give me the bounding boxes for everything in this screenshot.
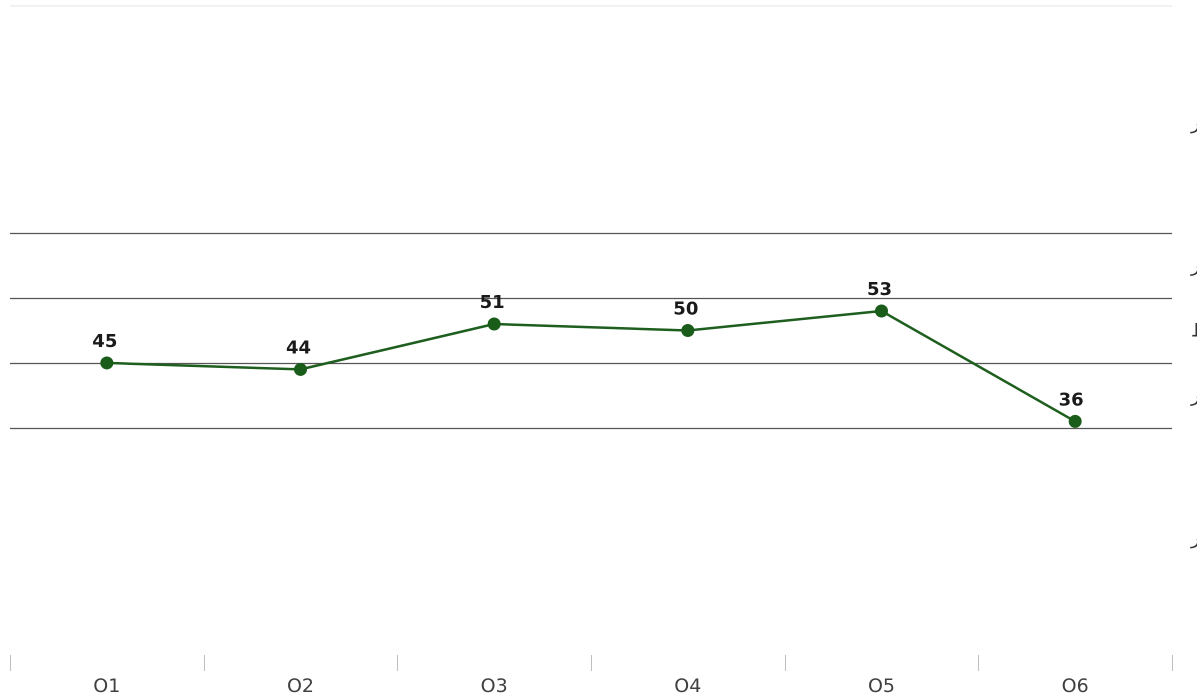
data-point-o4 <box>681 324 695 337</box>
data-label-o4: 50 <box>673 299 698 320</box>
data-label-o5: 53 <box>867 279 892 300</box>
data-labels: 45 44 51 50 53 36 <box>92 279 1083 410</box>
data-label-o3: 51 <box>480 292 505 313</box>
series-line-group <box>100 304 1082 428</box>
band-label-5: خیلی انعطاف ناپذیر <box>1190 528 1197 549</box>
data-point-o2 <box>294 362 307 376</box>
x-axis: O1 O2 O3 O4 O5 O6 <box>10 655 1173 697</box>
data-label-o1: 45 <box>92 331 117 352</box>
x-tick-label-o1: O1 <box>93 675 120 697</box>
x-tick-label-o4: O4 <box>674 675 701 697</box>
x-tick-label-o2: O2 <box>287 675 314 697</box>
reference-lines <box>10 232 1172 430</box>
data-point-o5 <box>875 304 888 318</box>
x-tick-label-o6: O6 <box>1062 675 1089 697</box>
band-label-3: متوسط <box>1191 321 1197 342</box>
x-tick-label-o3: O3 <box>481 675 508 697</box>
x-tick-label-o5: O5 <box>868 675 895 697</box>
series-line <box>106 309 1076 423</box>
band-labels: خیلی انعطاف پذیر انعطاف پذیر متوسط انعطاف ن… <box>1190 113 1197 549</box>
band-label-4: انعطاف ناپذیر <box>1190 385 1197 406</box>
data-label-o6: 36 <box>1059 389 1084 410</box>
data-point-o1 <box>100 356 114 370</box>
band-label-2: انعطاف پذیر <box>1190 256 1197 277</box>
data-label-o2: 44 <box>286 337 311 358</box>
data-point-o3 <box>487 317 501 331</box>
data-point-o6 <box>1068 414 1082 428</box>
band-label-1: خیلی انعطاف پذیر <box>1190 113 1197 134</box>
